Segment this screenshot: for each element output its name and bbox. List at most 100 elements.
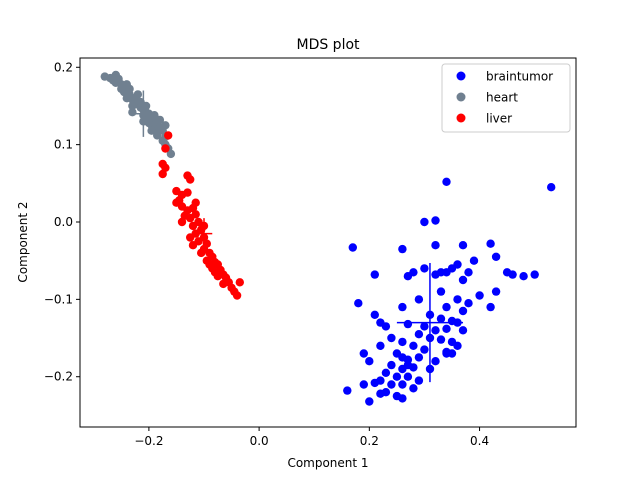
braintumor-point [431,270,440,279]
liver-point [183,188,192,197]
legend-box [441,63,571,133]
braintumor-point [436,335,446,344]
x-tick-label: −0.2 [134,434,163,448]
braintumor-point [398,244,407,254]
legend-marker-liver [456,113,466,123]
y-tick-label: 0.2 [54,60,73,74]
legend-marker-braintumor [456,71,466,81]
braintumor-point [431,216,440,225]
braintumor-point [398,337,407,347]
braintumor-point [387,360,396,370]
braintumor-point [398,380,407,389]
braintumor-point [519,272,528,281]
braintumor-point [376,341,385,350]
braintumor-point [458,275,468,285]
braintumor-point [453,295,462,304]
braintumor-point [442,302,451,312]
braintumor-point [436,287,446,296]
braintumor-point [420,322,429,331]
heart-point [117,84,126,94]
braintumor-point [530,270,539,279]
heart-point [150,111,159,120]
braintumor-point [414,376,424,385]
x-tick-label: 0.4 [470,434,489,448]
heart-point [128,101,137,111]
braintumor-point [420,217,429,227]
braintumor-point [508,270,517,279]
liver-point [210,268,220,277]
liver-point [197,248,206,258]
braintumor-point [420,345,429,354]
chart-title: MDS plot [296,37,360,53]
braintumor-point [348,243,357,252]
legend-label-heart: heart [486,91,518,105]
braintumor-point [398,394,407,403]
heart-point [133,90,143,99]
heart-point [153,131,162,140]
braintumor-point [387,333,396,343]
legend: braintumor heart liver [441,63,571,133]
braintumor-point [343,386,352,395]
braintumor-point [414,330,424,339]
braintumor-point [464,299,473,308]
x-axis-label: Component 1 [287,456,368,470]
liver-point [205,260,214,269]
braintumor-point [491,287,501,296]
braintumor-point [414,295,424,304]
liver-point [186,175,195,184]
braintumor-point [354,299,363,308]
braintumor-point [486,302,495,312]
y-tick-label: 0.1 [54,138,73,152]
braintumor-point [381,368,391,377]
braintumor-point [414,353,424,362]
braintumor-point [464,268,473,277]
braintumor-point [458,306,468,316]
liver-point [191,210,200,219]
plot-area [79,57,577,428]
braintumor-point [475,291,484,300]
legend-label-braintumor: braintumor [486,70,553,84]
y-axis-label: Component 2 [16,201,30,282]
liver-point [232,291,242,300]
liver-point [158,169,167,179]
heart-point [108,76,118,85]
liver-point [186,233,195,242]
heart-point [128,108,137,117]
braintumor-point [469,256,479,265]
heart-point [147,126,156,135]
braintumor-point [403,319,413,329]
heart-point [161,121,170,130]
braintumor-point [403,360,413,370]
braintumor-point [547,183,556,192]
braintumor-point [392,372,402,381]
braintumor-point [387,380,396,389]
braintumor-point [420,264,429,273]
braintumor-point [365,397,374,406]
liver-point [161,144,170,153]
x-tick-label: 0.2 [360,434,379,448]
braintumor-point [458,241,468,250]
liver-point [188,241,198,250]
braintumor-point [491,252,501,261]
braintumor-point [486,239,495,248]
braintumor-point [458,326,468,335]
braintumor-point [376,389,385,398]
braintumor-point [370,378,379,388]
braintumor-point [442,177,451,186]
y-tick-label: −0.2 [44,370,73,384]
braintumor-point [370,270,379,279]
braintumor-point [442,324,451,333]
x-axis: −0.2 0.0 0.2 0.4 [134,427,489,448]
y-tick-label: 0.0 [54,215,73,229]
braintumor-point [436,314,446,323]
braintumor-point [409,384,418,393]
braintumor-point [398,302,407,312]
braintumor-point [453,341,462,350]
liver-point [235,278,244,287]
braintumor-point [442,349,451,358]
braintumor-point [409,341,418,350]
centroids-layer [135,90,464,383]
braintumor-point [381,322,391,331]
braintumor-point [431,241,440,250]
